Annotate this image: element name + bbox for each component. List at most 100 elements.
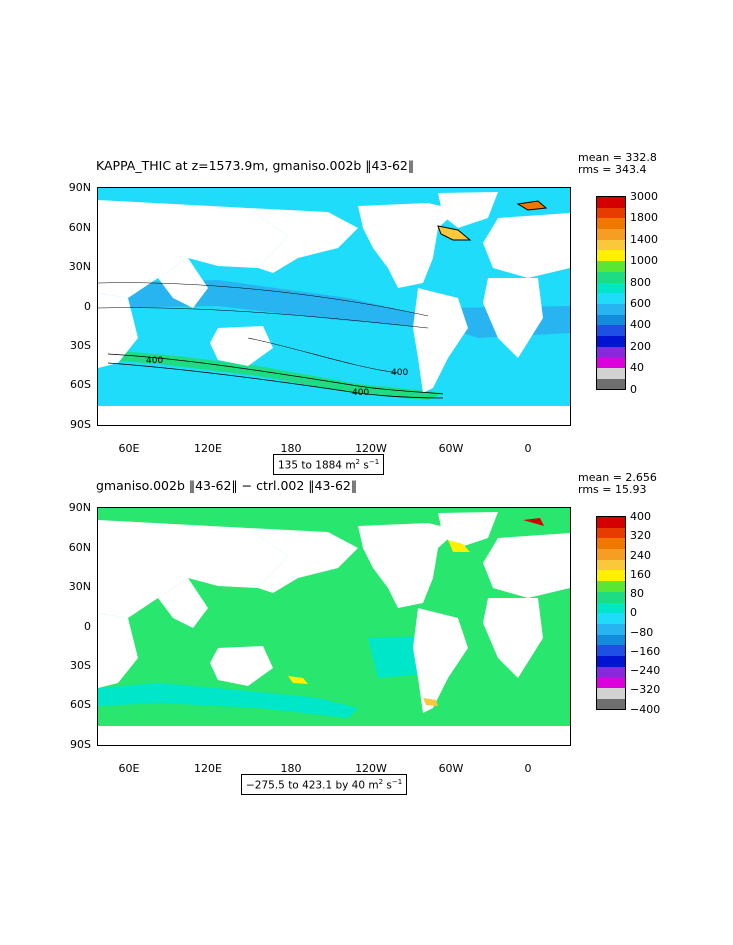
colorbar-label: −320 (630, 683, 661, 697)
colorbar-swatch (597, 623, 625, 635)
y-label: 30S (70, 659, 91, 672)
units-text: 135 to 1884 m (278, 459, 356, 472)
y-label: 60N (68, 221, 91, 234)
colorbar-swatch (597, 645, 625, 656)
colorbar-swatch (597, 368, 625, 379)
colorbar-swatch (597, 698, 625, 710)
units-text: s (360, 459, 369, 472)
colorbar-label: 40 (630, 361, 644, 375)
panel-title: KAPPA_THIC at z=1573.9m, gmaniso.002b ‖4… (96, 158, 415, 173)
colorbar-swatch (597, 239, 625, 251)
contour-label: 400 (352, 388, 370, 398)
panel-title: gmaniso.002b ‖43-62‖ − ctrl.002 ‖43-62‖ (96, 478, 358, 493)
colorbar-label: 1000 (630, 254, 658, 268)
colorbar-swatch (597, 207, 625, 219)
colorbar (596, 196, 626, 391)
colorbar-label: −240 (630, 664, 661, 678)
units-box: −275.5 to 423.1 by 40 m2 s−1 (241, 774, 408, 795)
x-label: 60E (118, 442, 140, 455)
x-label: 0 (524, 442, 532, 455)
colorbar-label: 320 (630, 529, 651, 543)
x-label: 60W (438, 442, 464, 455)
colorbar-swatch (597, 517, 625, 528)
colorbar-label: 400 (630, 510, 651, 523)
x-label: 180 (280, 442, 302, 455)
colorbar-swatch (597, 549, 625, 560)
y-label: 30S (70, 339, 91, 352)
colorbar-swatch (597, 602, 625, 614)
y-label: 90N (68, 181, 91, 194)
x-label: 180 (280, 762, 302, 775)
colorbar-swatch (597, 218, 625, 230)
colorbar-label: 800 (630, 275, 651, 289)
colorbar-label: 240 (630, 548, 651, 562)
colorbar-label: 80 (630, 587, 644, 601)
colorbar-swatch (597, 271, 625, 283)
colorbar-swatch (597, 559, 625, 571)
colorbar-label: −400 (630, 702, 661, 716)
map-graphic (98, 188, 570, 425)
colorbar-swatch (597, 655, 625, 667)
contour-label: 400 (146, 356, 164, 366)
colorbar-label: 1400 (630, 232, 658, 246)
y-label: 30N (68, 260, 91, 273)
y-label: 30N (68, 580, 91, 593)
colorbar-label: 0 (630, 382, 637, 396)
x-label: 120E (194, 442, 222, 455)
units-exponent: −1 (368, 458, 380, 466)
colorbar-swatch (597, 570, 625, 582)
colorbar-label: 600 (630, 297, 651, 310)
panel-difference: gmaniso.002b ‖43-62‖ − ctrl.002 ‖43-62‖ … (0, 470, 733, 800)
colorbar-swatch (597, 335, 625, 347)
y-label: 0 (84, 300, 91, 313)
y-label: 60S (70, 378, 91, 391)
colorbar-swatch (597, 591, 625, 603)
units-exponent: 2 (355, 458, 361, 466)
colorbar-swatch (597, 197, 625, 208)
colorbar-swatch (597, 357, 625, 368)
map-plot: 400 400 400 (97, 187, 571, 426)
units-text: s (383, 779, 392, 792)
y-label: 60S (70, 698, 91, 711)
colorbar-swatch (597, 613, 625, 624)
colorbar-swatch (597, 527, 625, 539)
x-label: 60E (118, 762, 140, 775)
colorbar-label: 160 (630, 567, 651, 581)
colorbar-swatch (597, 666, 625, 678)
colorbar-swatch (597, 634, 625, 646)
units-box: 135 to 1884 m2 s−1 (273, 454, 385, 475)
colorbar-swatch (597, 282, 625, 294)
units-text: −275.5 to 423.1 by 40 m (246, 779, 379, 792)
x-label: 120W (355, 442, 387, 455)
panel-stats: mean = 332.8 rms = 343.4 (578, 151, 657, 176)
colorbar-swatch (597, 688, 625, 699)
colorbar-label: 0 (630, 606, 637, 620)
y-label: 90S (70, 738, 91, 751)
colorbar-label: −80 (630, 625, 654, 639)
units-exponent: 2 (378, 778, 384, 786)
colorbar-swatch (597, 293, 625, 304)
colorbar-swatch (597, 677, 625, 688)
units-exponent: −1 (391, 778, 403, 786)
panel-kappa-thic: KAPPA_THIC at z=1573.9m, gmaniso.002b ‖4… (0, 150, 733, 480)
colorbar-label: 3000 (630, 190, 658, 203)
colorbar-label: 1800 (630, 211, 658, 225)
contour-label: 400 (391, 368, 409, 378)
panel-stats: mean = 2.656 rms = 15.93 (578, 471, 657, 496)
colorbar-swatch (597, 229, 625, 240)
colorbar-swatch (597, 581, 625, 592)
colorbar-swatch (597, 250, 625, 262)
colorbar (596, 516, 626, 711)
x-label: 0 (524, 762, 532, 775)
colorbar-label: 400 (630, 318, 651, 332)
x-label: 120E (194, 762, 222, 775)
colorbar-swatch (597, 538, 625, 550)
x-label: 120W (355, 762, 387, 775)
map-plot (97, 507, 571, 746)
colorbar-swatch (597, 325, 625, 336)
colorbar-swatch (597, 346, 625, 358)
colorbar-swatch (597, 314, 625, 326)
map-graphic (98, 508, 570, 745)
colorbar-swatch (597, 303, 625, 315)
y-label: 90S (70, 418, 91, 431)
